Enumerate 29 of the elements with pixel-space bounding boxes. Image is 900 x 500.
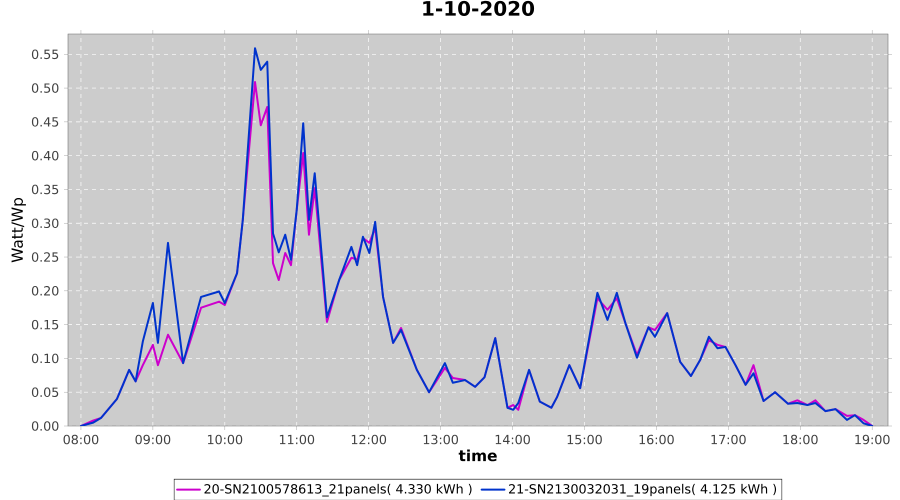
- legend-label: 21-SN2130032031_19panels( 4.125 kWh ): [509, 484, 776, 496]
- x-tick-label: 12:00: [352, 434, 386, 444]
- y-tick-label: 0.15: [32, 320, 58, 330]
- x-tick-label: 14:00: [496, 434, 530, 444]
- x-tick-label: 17:00: [711, 434, 746, 444]
- y-tick-label: 0.05: [32, 387, 58, 398]
- x-axis-title: time: [458, 449, 497, 462]
- x-tick-label: 11:00: [280, 434, 314, 444]
- y-tick-label: 0.20: [32, 286, 58, 296]
- chart-title: 1-10-2020: [423, 0, 534, 16]
- y-axis-title: Watt/Wp: [12, 198, 26, 262]
- x-tick-label: 09:00: [135, 434, 170, 444]
- legend-label: 20-SN2100578613_21panels( 4.330 kWh ): [204, 484, 472, 496]
- y-tick-label: 0.55: [32, 49, 58, 60]
- y-tick-label: 0.10: [32, 354, 58, 364]
- x-tick-label: 08:00: [64, 434, 98, 444]
- x-tick-label: 10:00: [208, 434, 242, 444]
- y-tick-label: 0.50: [32, 83, 58, 93]
- x-tick-label: 19:00: [855, 434, 890, 444]
- y-tick-label: 0.30: [32, 218, 58, 228]
- y-tick-label: 0.45: [32, 117, 58, 127]
- x-tick-label: 15:00: [568, 434, 602, 444]
- y-tick-label: 0.35: [32, 184, 58, 194]
- y-tick-label: 0.25: [32, 252, 58, 262]
- x-tick-label: 18:00: [783, 434, 818, 444]
- y-tick-label: 0.40: [32, 150, 58, 160]
- x-tick-label: 13:00: [424, 434, 458, 444]
- y-tick-label: 0.00: [32, 421, 58, 431]
- x-tick-label: 16:00: [640, 434, 674, 444]
